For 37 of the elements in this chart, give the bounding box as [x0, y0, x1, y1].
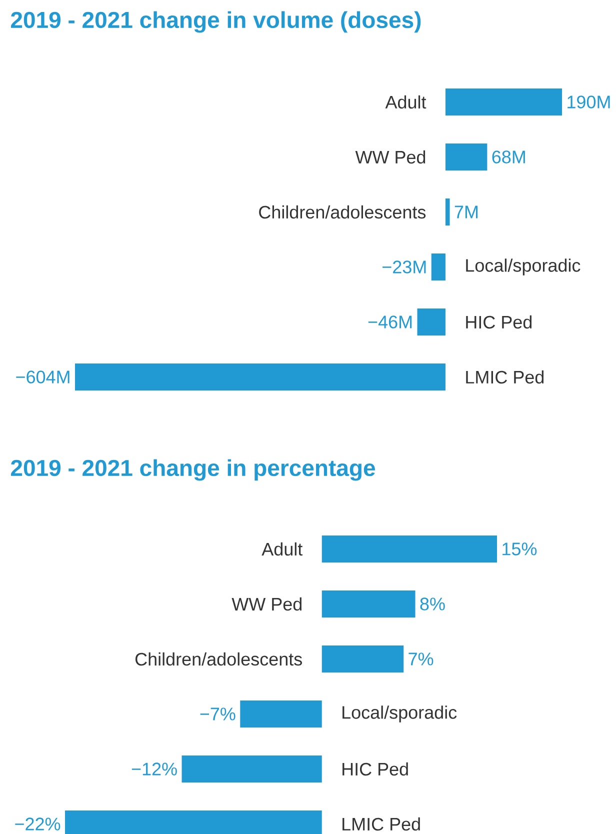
bar	[417, 308, 446, 336]
bar	[322, 536, 497, 563]
bar	[431, 253, 446, 280]
data-label: −7%	[200, 708, 236, 720]
y-tick-label: LMIC Ped	[466, 370, 544, 384]
chart-title: 2019 - 2021 change in percentage	[11, 459, 376, 481]
bar	[445, 88, 562, 116]
data-label: 7M	[454, 206, 478, 218]
y-tick-label: WW Ped	[355, 150, 426, 164]
y-tick-label: Children/adolescents	[259, 205, 426, 219]
y-tick-label: Adult	[262, 542, 303, 556]
y-tick-label: HIC Ped	[466, 315, 532, 329]
data-label: 68M	[492, 150, 525, 164]
bar	[322, 646, 404, 672]
y-tick-label: WW Ped	[232, 597, 302, 611]
bar	[75, 363, 446, 390]
y-tick-label: Adult	[385, 95, 426, 109]
data-label: 15%	[502, 542, 537, 556]
bar	[445, 198, 450, 226]
y-tick-label: Local/sporadic	[466, 258, 580, 276]
data-label: 190M	[568, 96, 610, 108]
y-tick-label: LMIC Ped	[342, 817, 420, 831]
chart-title: 2019 - 2021 change in volume (doses)	[11, 11, 421, 33]
data-label: −46M	[368, 316, 412, 328]
bar	[240, 700, 322, 728]
y-tick-label: Local/sporadic	[342, 706, 457, 722]
data-label: −23M	[382, 260, 426, 274]
y-tick-label: Children/adolescents	[135, 652, 302, 666]
data-label: −12%	[132, 762, 177, 776]
data-label: 8%	[420, 598, 445, 610]
data-label: −604M	[16, 370, 70, 384]
data-label: −22%	[15, 818, 60, 830]
bar	[445, 144, 488, 170]
data-label: 7%	[408, 652, 434, 666]
bar	[322, 590, 416, 618]
bar	[182, 756, 322, 783]
y-tick-label: HIC Ped	[342, 762, 408, 776]
